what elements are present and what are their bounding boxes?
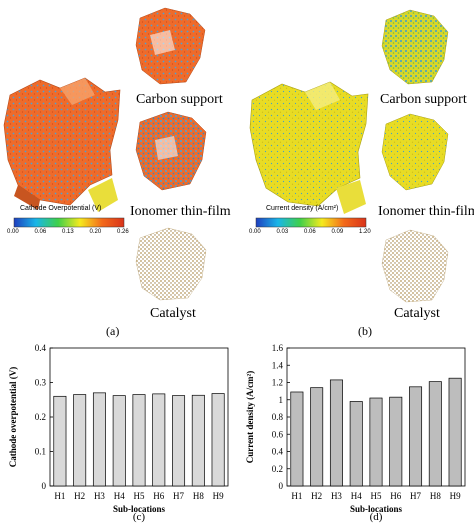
ionomer-render-b [381, 113, 449, 191]
label-catalyst-b: Catalyst [394, 306, 440, 321]
chart-c-bar-H1 [53, 395, 67, 487]
chart-c-ytick-label-1: 0.1 [35, 447, 46, 457]
chart-c-xtick-label-H5: H5 [134, 491, 145, 501]
chart-d-panel-label: (d) [370, 511, 383, 523]
chart-d-bar-H5 [369, 397, 383, 487]
label-carbon-support-b: Carbon support [380, 92, 467, 107]
carbon-support-render-a [135, 7, 206, 85]
render-illustrations [3, 7, 449, 303]
chart-d-xtick-label-H5: H5 [371, 491, 382, 501]
carbon-support-render-b [381, 9, 449, 85]
chart-d-xlabel: Sub-locations [350, 504, 403, 514]
chart-d-xtick-label-H6: H6 [390, 491, 401, 501]
chart-c-ytick-label-3: 0.3 [35, 378, 47, 388]
label-catalyst-a: Catalyst [150, 306, 196, 321]
chart-c-bar-H4 [112, 395, 126, 487]
chart-d-bar-H9 [448, 377, 462, 487]
colorbar-b-tick-4: 1.20 [359, 229, 371, 235]
colorbar-a-tick-3: 0.20 [89, 229, 102, 235]
chart-d-bar-H1 [290, 391, 304, 487]
chart-d-ytick-label-6: 1.2 [272, 378, 283, 388]
overpotential-render [3, 77, 121, 212]
panel-label-b: (b) [358, 324, 372, 338]
chart-d-bar-H2 [310, 387, 324, 487]
chart-d-ytick-label-1: 0.2 [272, 464, 283, 474]
chart-d-xtick-label-H7: H7 [410, 491, 421, 501]
colorbar-b-title: Current density (A/cm²) [266, 205, 339, 212]
chart-c-xtick-label-H3: H3 [94, 491, 105, 501]
colorbar-b-tick-3: 0.09 [331, 229, 344, 235]
chart-d-ylabel: Current density (A/cm²) [245, 371, 255, 464]
chart-d-xtick-label-H1: H1 [291, 491, 302, 501]
chart-d-xtick-label-H2: H2 [311, 491, 322, 501]
colorbar-b-tick-0: 0.00 [249, 229, 261, 235]
label-ionomer-a: Ionomer thin-film [130, 204, 231, 219]
colorbar-a-tick-2: 0.13 [62, 229, 74, 235]
colorbar-a-title: Cathode Overpotential (V) [20, 205, 102, 212]
chart-c-bar-H9 [211, 393, 225, 487]
chart-d-current-density: 0 0.2 0.4 0.6 0.8 1 1.2 1.4 1.6 H1 H2 H3 H4 H5 H6 H7 H8 H… [245, 343, 466, 523]
chart-d-bar-H3 [329, 379, 343, 487]
colorbar-b-tick-1: 0.03 [276, 229, 289, 235]
chart-d-ytick-label-2: 0.4 [272, 447, 284, 457]
chart-c-xtick-label-H1: H1 [54, 491, 65, 501]
chart-c-ytick-label-4: 0.4 [35, 343, 47, 353]
chart-d-ytick-label-7: 1.4 [272, 360, 284, 370]
chart-c-bar-H5 [132, 394, 146, 487]
chart-d-bar-H8 [428, 381, 442, 487]
chart-d-ytick-label-3: 0.6 [272, 429, 284, 439]
label-ionomer-b: Ionomer thin-film [378, 204, 474, 219]
chart-d-ytick-label-8: 1.6 [272, 343, 284, 353]
colorbar-b-ticks: 0.00 0.03 0.06 0.09 1.20 [249, 229, 371, 239]
chart-c-xtick-label-H7: H7 [173, 491, 184, 501]
chart-d-bar-H6 [389, 396, 403, 487]
chart-c-xlabel: Sub-locations [113, 504, 166, 514]
chart-c-ytick-label-0: 0 [42, 481, 47, 491]
label-carbon-support-a: Carbon support [136, 92, 223, 107]
colorbar-b-tick-2: 0.06 [304, 229, 316, 235]
chart-c-ytick-label-2: 0.2 [35, 412, 46, 422]
chart-d-bar-H7 [409, 386, 423, 487]
chart-c-ylabel: Cathode overpotential (V) [8, 367, 18, 468]
colorbar-a-tick-4: 0.26 [117, 229, 129, 235]
colorbar-a-tick-1: 0.06 [34, 229, 47, 235]
chart-c-xtick-label-H4: H4 [114, 491, 125, 501]
chart-c-xtick-label-H6: H6 [153, 491, 164, 501]
catalyst-render-b [381, 229, 449, 303]
chart-d-xtick-label-H9: H9 [450, 491, 461, 501]
chart-d-ytick-label-0: 0 [279, 481, 284, 491]
chart-d-ytick-label-4: 0.8 [272, 412, 284, 422]
colorbar-a-ticks: 0.00 0.06 0.13 0.20 0.26 [7, 229, 129, 239]
chart-c-bar-H6 [152, 393, 166, 487]
colorbar-b [255, 217, 367, 228]
chart-c-overpotential: 0 0.1 0.2 0.3 0.4 H1 H2 H3 H4 H5 H6 H7 H8 H9 Sub-locat… [8, 343, 229, 523]
chart-c-xtick-label-H9: H9 [213, 491, 224, 501]
current-density-render [249, 81, 369, 214]
colorbar-a-tick-0: 0.00 [7, 229, 19, 235]
chart-c-bar-H2 [73, 394, 87, 487]
chart-c-bar-H3 [92, 392, 106, 487]
chart-d-xtick-label-H8: H8 [430, 491, 441, 501]
catalyst-render-a [135, 227, 207, 301]
chart-d-xtick-label-H4: H4 [351, 491, 362, 501]
ionomer-render-a [135, 111, 207, 191]
chart-d-xtick-label-H3: H3 [331, 491, 342, 501]
panel-label-a: (a) [106, 324, 120, 338]
chart-c-xtick-label-H2: H2 [74, 491, 85, 501]
colorbar-a [13, 217, 125, 228]
chart-c-xtick-label-H8: H8 [193, 491, 204, 501]
chart-d-ytick-label-5: 1 [279, 395, 284, 405]
chart-c-bar-H8 [191, 394, 205, 487]
chart-c-panel-label: (c) [133, 511, 146, 523]
chart-d-bar-H4 [349, 401, 363, 487]
chart-c-bar-H7 [172, 395, 186, 487]
